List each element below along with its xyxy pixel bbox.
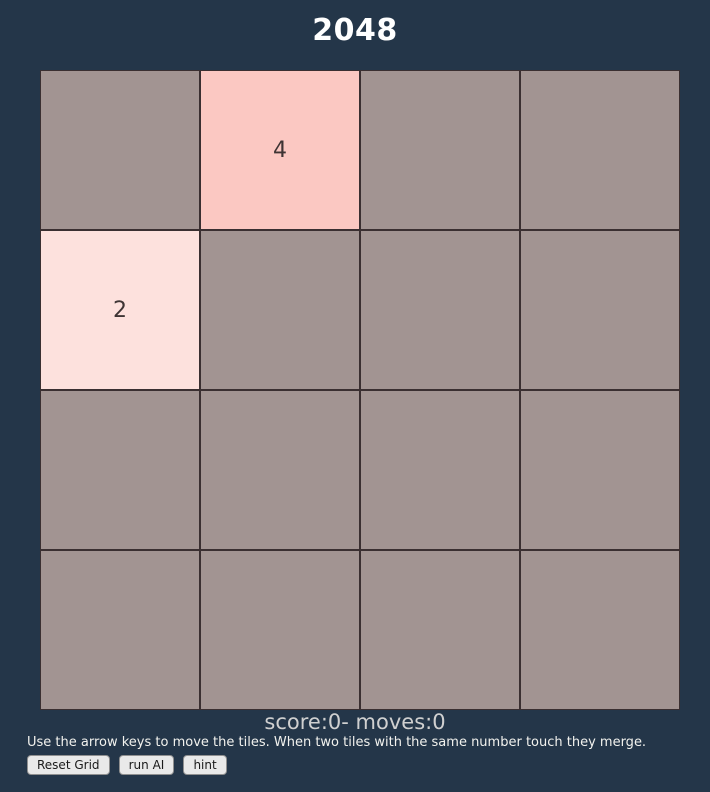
score-status: score:0- moves:0 <box>264 710 446 734</box>
grid-cell-r3c1 <box>200 550 360 710</box>
grid-cell-r3c0 <box>40 550 200 710</box>
grid-cell-r2c1 <box>200 390 360 550</box>
grid-cell-r2c2 <box>360 390 520 550</box>
hint-button[interactable]: hint <box>183 755 227 775</box>
page-title: 2048 <box>312 13 398 48</box>
grid-cell-r2c3 <box>520 390 680 550</box>
grid-cell-r0c1: 4 <box>200 70 360 230</box>
run-ai-button[interactable]: run AI <box>118 755 175 775</box>
instructions-text: Use the arrow keys to move the tiles. Wh… <box>27 735 647 750</box>
controls: Reset Grid run AI hint <box>27 754 710 775</box>
grid-cell-r2c0 <box>40 390 200 550</box>
reset-grid-button[interactable]: Reset Grid <box>27 755 110 775</box>
grid-cell-r3c2 <box>360 550 520 710</box>
grid-cell-r1c0: 2 <box>40 230 200 390</box>
footer: Use the arrow keys to move the tiles. Wh… <box>27 735 710 775</box>
grid-cell-r1c2 <box>360 230 520 390</box>
grid-cell-r0c3 <box>520 70 680 230</box>
game-grid: 4 2 <box>40 70 680 710</box>
grid-cell-r1c1 <box>200 230 360 390</box>
grid-cell-r3c3 <box>520 550 680 710</box>
grid-cell-r1c3 <box>520 230 680 390</box>
grid-cell-r0c2 <box>360 70 520 230</box>
grid-cell-r0c0 <box>40 70 200 230</box>
